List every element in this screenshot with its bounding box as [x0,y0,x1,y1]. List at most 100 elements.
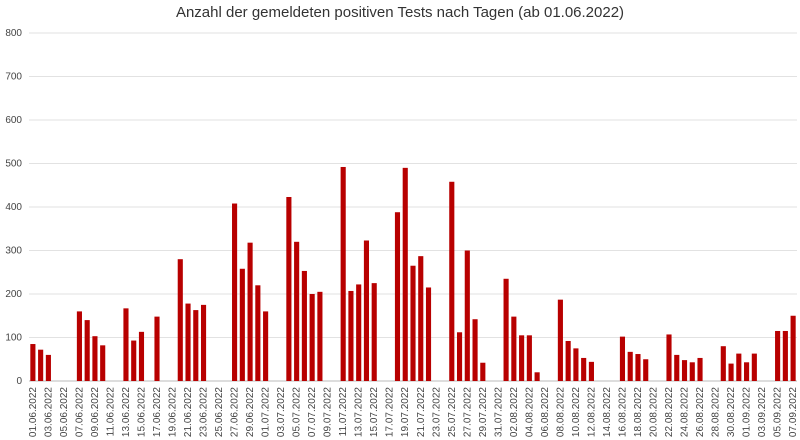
bar [371,283,377,381]
x-tick-label: 31.07.2022 [493,387,504,437]
bar [84,320,90,381]
bar [728,363,734,381]
x-tick-label: 19.06.2022 [168,387,179,437]
x-tick-label: 15.06.2022 [136,387,147,437]
x-tick-label: 21.07.2022 [416,387,427,437]
bar [782,330,788,381]
x-tick-label: 05.09.2022 [773,387,784,437]
bar [464,250,470,381]
bar [503,278,509,381]
x-tick-label: 30.08.2022 [726,387,737,437]
bar [619,336,626,381]
bar [154,316,160,381]
x-tick-label: 11.07.2022 [338,387,349,437]
bar [557,299,563,381]
x-tick-label: 17.07.2022 [385,387,396,437]
bar [573,348,579,381]
x-tick-label: 03.06.2022 [43,387,54,437]
x-tick-label: 02.08.2022 [509,387,520,437]
bar [480,362,486,381]
x-tick-label: 08.08.2022 [555,387,566,437]
chart-title: Anzahl der gemeldeten positiven Tests na… [176,4,624,21]
y-tick-label: 300 [5,246,22,257]
bar [131,340,137,381]
y-tick-label: 200 [5,289,22,300]
x-tick-label: 10.08.2022 [571,387,582,437]
bar [449,181,455,381]
bar [674,354,680,381]
bar [45,354,51,381]
bar [92,336,98,381]
x-tick-label: 01.07.2022 [261,387,272,437]
x-tick-label: 01.09.2022 [742,387,753,437]
x-tick-label: 23.07.2022 [431,387,442,437]
bar [363,240,370,381]
x-tick-label: 23.06.2022 [199,387,210,437]
x-tick-label: 15.07.2022 [369,387,380,437]
x-tick-label: 12.08.2022 [586,387,597,437]
bar [255,285,261,381]
x-tick-label: 01.06.2022 [28,387,39,437]
x-tick-label: 09.06.2022 [90,387,101,437]
bar [635,354,641,381]
x-tick-label: 05.07.2022 [292,387,303,437]
x-tick-label: 20.08.2022 [648,387,659,437]
bar [565,340,571,381]
bar [689,362,695,381]
x-tick-label: 29.06.2022 [245,387,256,437]
bar [519,335,525,381]
x-tick-label: 27.06.2022 [230,387,241,437]
bar [511,316,517,381]
x-tick-label: 07.09.2022 [788,387,799,437]
bar [247,242,253,381]
x-tick-label: 07.06.2022 [74,387,85,437]
bar [744,362,750,381]
bar [666,334,672,381]
bar [200,304,207,381]
bar [588,361,594,381]
y-tick-label: 100 [5,333,22,344]
bar [286,196,292,381]
y-tick-label: 700 [5,72,22,83]
bar [751,353,757,381]
x-tick-label: 03.07.2022 [276,387,287,437]
bar [348,290,354,381]
x-tick-label: 11.06.2022 [105,387,116,437]
bar [294,241,300,381]
y-tick-label: 500 [5,159,22,170]
bar [472,319,478,381]
bar [123,308,129,381]
bar [456,332,463,381]
x-tick-label: 19.07.2022 [400,387,411,437]
x-tick-label: 27.07.2022 [462,387,473,437]
x-tick-label: 24.08.2022 [680,387,691,437]
bar [30,344,36,381]
bar [775,330,781,381]
y-tick-label: 400 [5,202,22,213]
bar [193,310,199,381]
bar [394,212,401,381]
x-tick-label: 25.07.2022 [447,387,458,437]
x-tick-label: 14.08.2022 [602,387,613,437]
bar [301,270,307,381]
bar [410,265,416,381]
bar [100,345,106,381]
bar [177,259,183,381]
x-tick-label: 07.07.2022 [307,387,318,437]
bar [38,349,44,381]
bar [317,291,323,381]
bar [356,284,362,381]
bar [263,311,269,381]
bar [138,331,145,381]
bar [643,359,649,381]
bar [534,372,540,381]
bar [720,346,726,381]
x-tick-label: 06.08.2022 [540,387,551,437]
x-tick-label: 26.08.2022 [695,387,706,437]
x-tick-label: 16.08.2022 [617,387,628,437]
bar [736,353,742,381]
x-tick-label: 05.06.2022 [59,387,70,437]
bar [681,360,688,381]
bar [340,166,346,381]
